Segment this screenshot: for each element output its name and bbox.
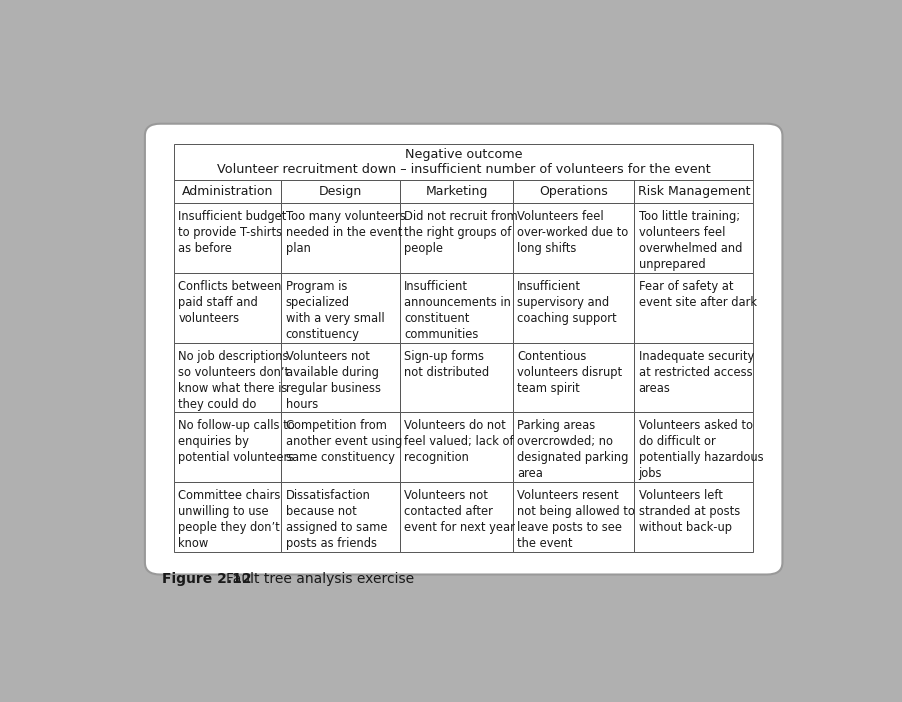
Text: Inadequate security
at restricted access
areas: Inadequate security at restricted access… bbox=[639, 350, 754, 395]
Text: Volunteers not
available during
regular business
hours: Volunteers not available during regular … bbox=[286, 350, 381, 411]
Text: Volunteers feel
over-worked due to
long shifts: Volunteers feel over-worked due to long … bbox=[517, 211, 629, 256]
Bar bbox=[513, 482, 634, 552]
Bar bbox=[281, 273, 400, 343]
Bar bbox=[513, 273, 634, 343]
Bar bbox=[281, 180, 400, 204]
Text: Competition from
another event using
same constituency: Competition from another event using sam… bbox=[286, 419, 401, 464]
Text: Committee chairs
unwilling to use
people they don’t
know: Committee chairs unwilling to use people… bbox=[179, 489, 281, 550]
Bar bbox=[634, 180, 753, 204]
Bar bbox=[513, 343, 634, 412]
Bar bbox=[174, 144, 753, 180]
Text: Negative outcome
Volunteer recruitment down – insufficient number of volunteers : Negative outcome Volunteer recruitment d… bbox=[216, 147, 711, 176]
Text: Insufficient
supervisory and
coaching support: Insufficient supervisory and coaching su… bbox=[517, 280, 617, 325]
Bar bbox=[634, 412, 753, 482]
Bar bbox=[174, 204, 281, 273]
Bar bbox=[174, 273, 281, 343]
Text: Fear of safety at
event site after dark: Fear of safety at event site after dark bbox=[639, 280, 757, 309]
Bar bbox=[281, 204, 400, 273]
Bar bbox=[634, 482, 753, 552]
Bar bbox=[513, 204, 634, 273]
Text: Administration: Administration bbox=[182, 185, 273, 198]
Bar bbox=[281, 482, 400, 552]
Text: Sign-up forms
not distributed: Sign-up forms not distributed bbox=[404, 350, 489, 378]
Text: Operations: Operations bbox=[539, 185, 608, 198]
Text: Volunteers asked to
do difficult or
potentially hazardous
jobs: Volunteers asked to do difficult or pote… bbox=[639, 419, 763, 480]
Text: Parking areas
overcrowded; no
designated parking
area: Parking areas overcrowded; no designated… bbox=[517, 419, 629, 480]
Bar bbox=[400, 482, 513, 552]
Bar bbox=[174, 343, 281, 412]
Text: Volunteers resent
not being allowed to
leave posts to see
the event: Volunteers resent not being allowed to l… bbox=[517, 489, 635, 550]
Text: No job descriptions
so volunteers don’t
know what there is
they could do: No job descriptions so volunteers don’t … bbox=[179, 350, 290, 411]
Bar bbox=[174, 482, 281, 552]
Text: No follow-up calls to
enquiries by
potential volunteers: No follow-up calls to enquiries by poten… bbox=[179, 419, 295, 464]
Bar bbox=[174, 412, 281, 482]
Text: Volunteers not
contacted after
event for next year: Volunteers not contacted after event for… bbox=[404, 489, 515, 534]
Text: Dissatisfaction
because not
assigned to same
posts as friends: Dissatisfaction because not assigned to … bbox=[286, 489, 387, 550]
Text: Too many volunteers
needed in the event
plan: Too many volunteers needed in the event … bbox=[286, 211, 405, 256]
Bar bbox=[281, 412, 400, 482]
Text: Insufficient
announcements in
constituent
communities: Insufficient announcements in constituen… bbox=[404, 280, 511, 341]
Bar bbox=[634, 273, 753, 343]
Bar bbox=[634, 204, 753, 273]
Text: Volunteers left
stranded at posts
without back-up: Volunteers left stranded at posts withou… bbox=[639, 489, 740, 534]
Bar bbox=[400, 180, 513, 204]
Text: Design: Design bbox=[319, 185, 363, 198]
Bar bbox=[513, 180, 634, 204]
Bar bbox=[174, 180, 281, 204]
Text: Fault tree analysis exercise: Fault tree analysis exercise bbox=[226, 572, 414, 586]
Text: Did not recruit from
the right groups of
people: Did not recruit from the right groups of… bbox=[404, 211, 518, 256]
Text: Contentious
volunteers disrupt
team spirit: Contentious volunteers disrupt team spir… bbox=[517, 350, 622, 395]
Bar bbox=[400, 343, 513, 412]
Text: Conflicts between
paid staff and
volunteers: Conflicts between paid staff and volunte… bbox=[179, 280, 281, 325]
Bar bbox=[400, 273, 513, 343]
FancyBboxPatch shape bbox=[145, 124, 782, 574]
Bar bbox=[400, 412, 513, 482]
Bar bbox=[513, 412, 634, 482]
Text: Risk Management: Risk Management bbox=[638, 185, 750, 198]
Text: Program is
specialized
with a very small
constituency: Program is specialized with a very small… bbox=[286, 280, 384, 341]
Text: Marketing: Marketing bbox=[425, 185, 488, 198]
Bar bbox=[634, 343, 753, 412]
Text: Volunteers do not
feel valued; lack of
recognition: Volunteers do not feel valued; lack of r… bbox=[404, 419, 514, 464]
Text: Figure 2.12: Figure 2.12 bbox=[161, 572, 252, 586]
Text: Too little training;
volunteers feel
overwhelmed and
unprepared: Too little training; volunteers feel ove… bbox=[639, 211, 742, 271]
Bar bbox=[281, 343, 400, 412]
Text: Insufficient budget
to provide T-shirts
as before: Insufficient budget to provide T-shirts … bbox=[179, 211, 287, 256]
Bar bbox=[400, 204, 513, 273]
